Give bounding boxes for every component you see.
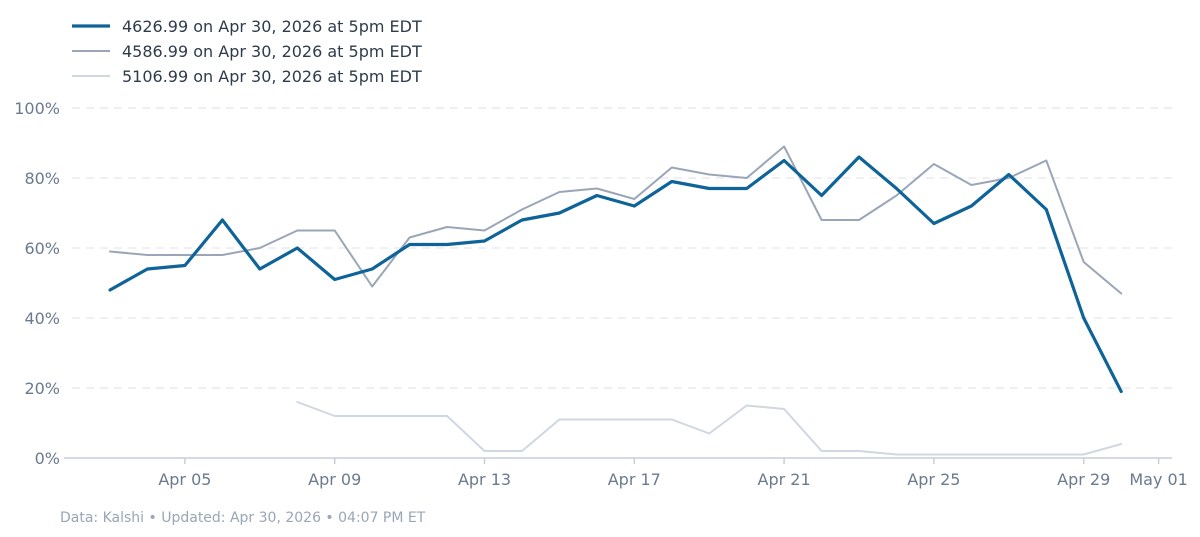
y-tick-label: 20% [24,379,60,398]
y-tick-label: 0% [35,449,60,468]
x-tick-label: Apr 17 [608,470,661,489]
y-tick-label: 60% [24,239,60,258]
x-tick-label: May 01 [1129,470,1188,489]
y-axis-labels: 0% 20% 40% 60% 80% 100% [14,99,60,468]
x-tick-label: Apr 21 [758,470,811,489]
legend-entry-label: 5106.99 on Apr 30, 2026 at 5pm EDT [122,67,422,86]
y-tick-label: 100% [14,99,60,118]
x-tick-label: Apr 13 [458,470,511,489]
legend: 4626.99 on Apr 30, 2026 at 5pm EDT 4586.9… [72,17,422,86]
x-tick-label: Apr 25 [907,470,960,489]
grid [72,107,1172,389]
series-line-3 [296,401,1123,456]
x-axis: Apr 05 Apr 09 Apr 13 Apr 17 Apr 21 Apr 25 Apr … [64,457,1188,489]
x-tick-label: Apr 05 [158,470,211,489]
y-tick-label: 40% [24,309,60,328]
footer-source-note: Data: Kalshi • Updated: Apr 30, 2026 • 0… [60,510,426,526]
legend-entry-label: 4626.99 on Apr 30, 2026 at 5pm EDT [122,17,422,36]
series-lines [108,145,1123,456]
y-tick-label: 80% [24,169,60,188]
series-line-1 [108,155,1123,394]
series-line-2 [109,145,1123,295]
x-tick-label: Apr 09 [308,470,361,489]
x-tick-label: Apr 29 [1057,470,1110,489]
legend-entry-label: 4586.99 on Apr 30, 2026 at 5pm EDT [122,42,422,61]
